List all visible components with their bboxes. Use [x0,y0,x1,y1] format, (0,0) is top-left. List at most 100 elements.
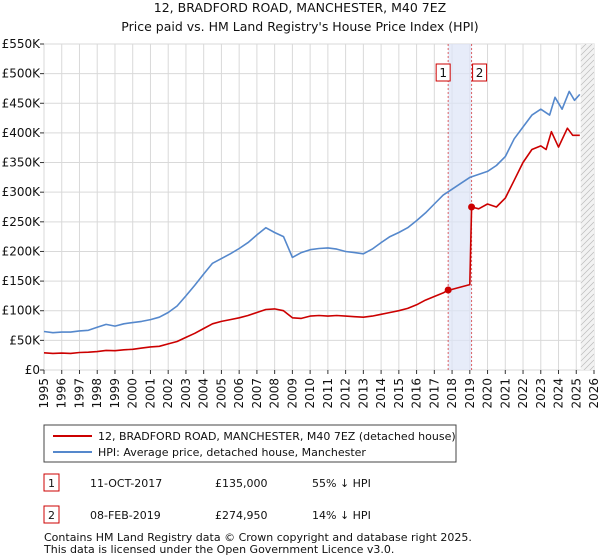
future-hatch-line [580,281,594,296]
x-tick-label-2014: 2014 [374,378,388,409]
future-hatch-line [580,137,594,152]
future-hatch-line [580,353,594,368]
highlight-band [447,44,473,370]
x-tick-label-2000: 2000 [126,378,140,409]
future-hatch-line [580,329,594,344]
x-tick-label-2010: 2010 [303,378,317,409]
future-hatch-line [580,299,594,314]
x-tick-label-2018: 2018 [445,378,459,409]
y-tick-label-9: £450K [2,96,42,110]
future-hatch-line [580,341,594,356]
future-hatch-line [580,47,594,62]
plot-area [43,43,595,371]
future-hatch-line [580,245,594,260]
y-tick-label-8: £400K [2,126,42,140]
future-hatch-line [589,365,594,370]
future-hatch-line [580,203,594,218]
series-line-0 [43,127,580,355]
x-tick-label-2006: 2006 [232,378,246,409]
future-hatch-line [580,221,594,236]
x-tick-label-2026: 2026 [587,378,600,409]
x-tick-label-2016: 2016 [410,378,424,409]
x-tick-label-1998: 1998 [90,378,104,409]
future-hatch-line [580,119,594,134]
future-hatch-line [580,59,594,74]
x-tick-label-2024: 2024 [552,378,566,409]
x-tick-label-2021: 2021 [498,378,512,409]
x-tick-label-1996: 1996 [55,378,69,409]
future-hatch-line [580,107,594,122]
future-hatch-line [580,347,594,362]
transaction-hpi-1: 55% ↓ HPI [312,477,371,490]
x-tick-label-2017: 2017 [427,378,441,409]
y-tick-label-0: £0 [25,363,40,377]
future-hatch-line [580,311,594,326]
x-tick-label-2001: 2001 [143,378,157,409]
future-hatch-line [580,95,594,110]
future-hatch-line [580,44,593,56]
x-tick-label-2025: 2025 [569,378,583,409]
y-tick-label-10: £500K [2,67,42,81]
future-hatch-line [580,287,594,302]
transaction-badge-label-1: 1 [48,477,55,490]
marker-badge-label-1: 1 [439,66,447,80]
future-hatch-line [580,131,594,146]
future-hatch-line [580,77,594,92]
grid-lines [43,43,595,371]
future-hatch-line [580,143,594,158]
x-tick-label-2015: 2015 [392,378,406,409]
future-hatch-line [580,227,594,242]
x-tick-label-2023: 2023 [534,378,548,409]
x-tick-label-2012: 2012 [339,378,353,409]
future-hatch-line [580,65,594,80]
footer-licence: This data is licensed under the Open Gov… [43,543,394,556]
future-hatch-line [580,269,594,284]
transaction-badge-2 [43,505,60,524]
future-hatch-line [580,167,594,182]
future-hatch-line [580,191,594,206]
future-hatch-line [580,263,594,278]
future-hatch-line [580,209,594,224]
x-tick-label-2009: 2009 [285,378,299,409]
future-hatch-line [580,233,594,248]
y-axis-ticks: £0 £50K £100K £150K £200K £250K £300K £350K £400… [2,37,44,377]
legend-box [43,424,457,463]
future-hatch-line [580,125,594,140]
transaction-date-2: 08-FEB-2019 [90,509,161,522]
future-hatch-line [580,113,594,128]
future-hatch-line [580,83,594,98]
marker-badge-2 [472,63,488,82]
future-hatch-line [580,53,594,68]
chart-subtitle: Price paid vs. HM Land Registry's House … [121,19,478,34]
x-tick-label-2002: 2002 [161,378,175,409]
future-hatch-line [580,173,594,188]
transaction-hpi-2: 14% ↓ HPI [312,509,371,522]
future-hatch-line [580,44,587,50]
legend-label-property: 12, BRADFORD ROAD, MANCHESTER, M40 7EZ (… [98,430,456,443]
marker-badge-label-2: 2 [476,66,484,80]
x-tick-label-2019: 2019 [463,378,477,409]
future-hatch-line [580,161,594,176]
sale-point-2 [468,203,476,211]
x-tick-label-2013: 2013 [356,378,370,409]
chart-title: 12, BRADFORD ROAD, MANCHESTER, M40 7EZ [154,0,446,15]
future-hatch-line [580,239,594,254]
x-tick-label-2008: 2008 [268,378,282,409]
future-hatch-line [580,197,594,212]
future-hatch-line [580,185,594,200]
future-hatch-line [583,359,594,370]
future-hatch-line [580,155,594,170]
future-hatch-line [580,305,594,320]
legend: 12, BRADFORD ROAD, MANCHESTER, M40 7EZ (… [43,424,457,463]
future-hatch-line [580,149,594,164]
y-tick-label-7: £350K [2,156,42,170]
future-hatch-line [580,101,594,116]
sale-point-1 [444,286,452,294]
future-hatch-line [580,323,594,338]
transaction-row-1: 1 11-OCT-2017 £135,000 55% ↓ HPI [43,473,371,492]
y-tick-label-6: £300K [2,185,42,199]
x-tick-label-1995: 1995 [37,378,51,409]
x-tick-label-1999: 1999 [108,378,122,409]
future-hatch-line [580,89,594,104]
